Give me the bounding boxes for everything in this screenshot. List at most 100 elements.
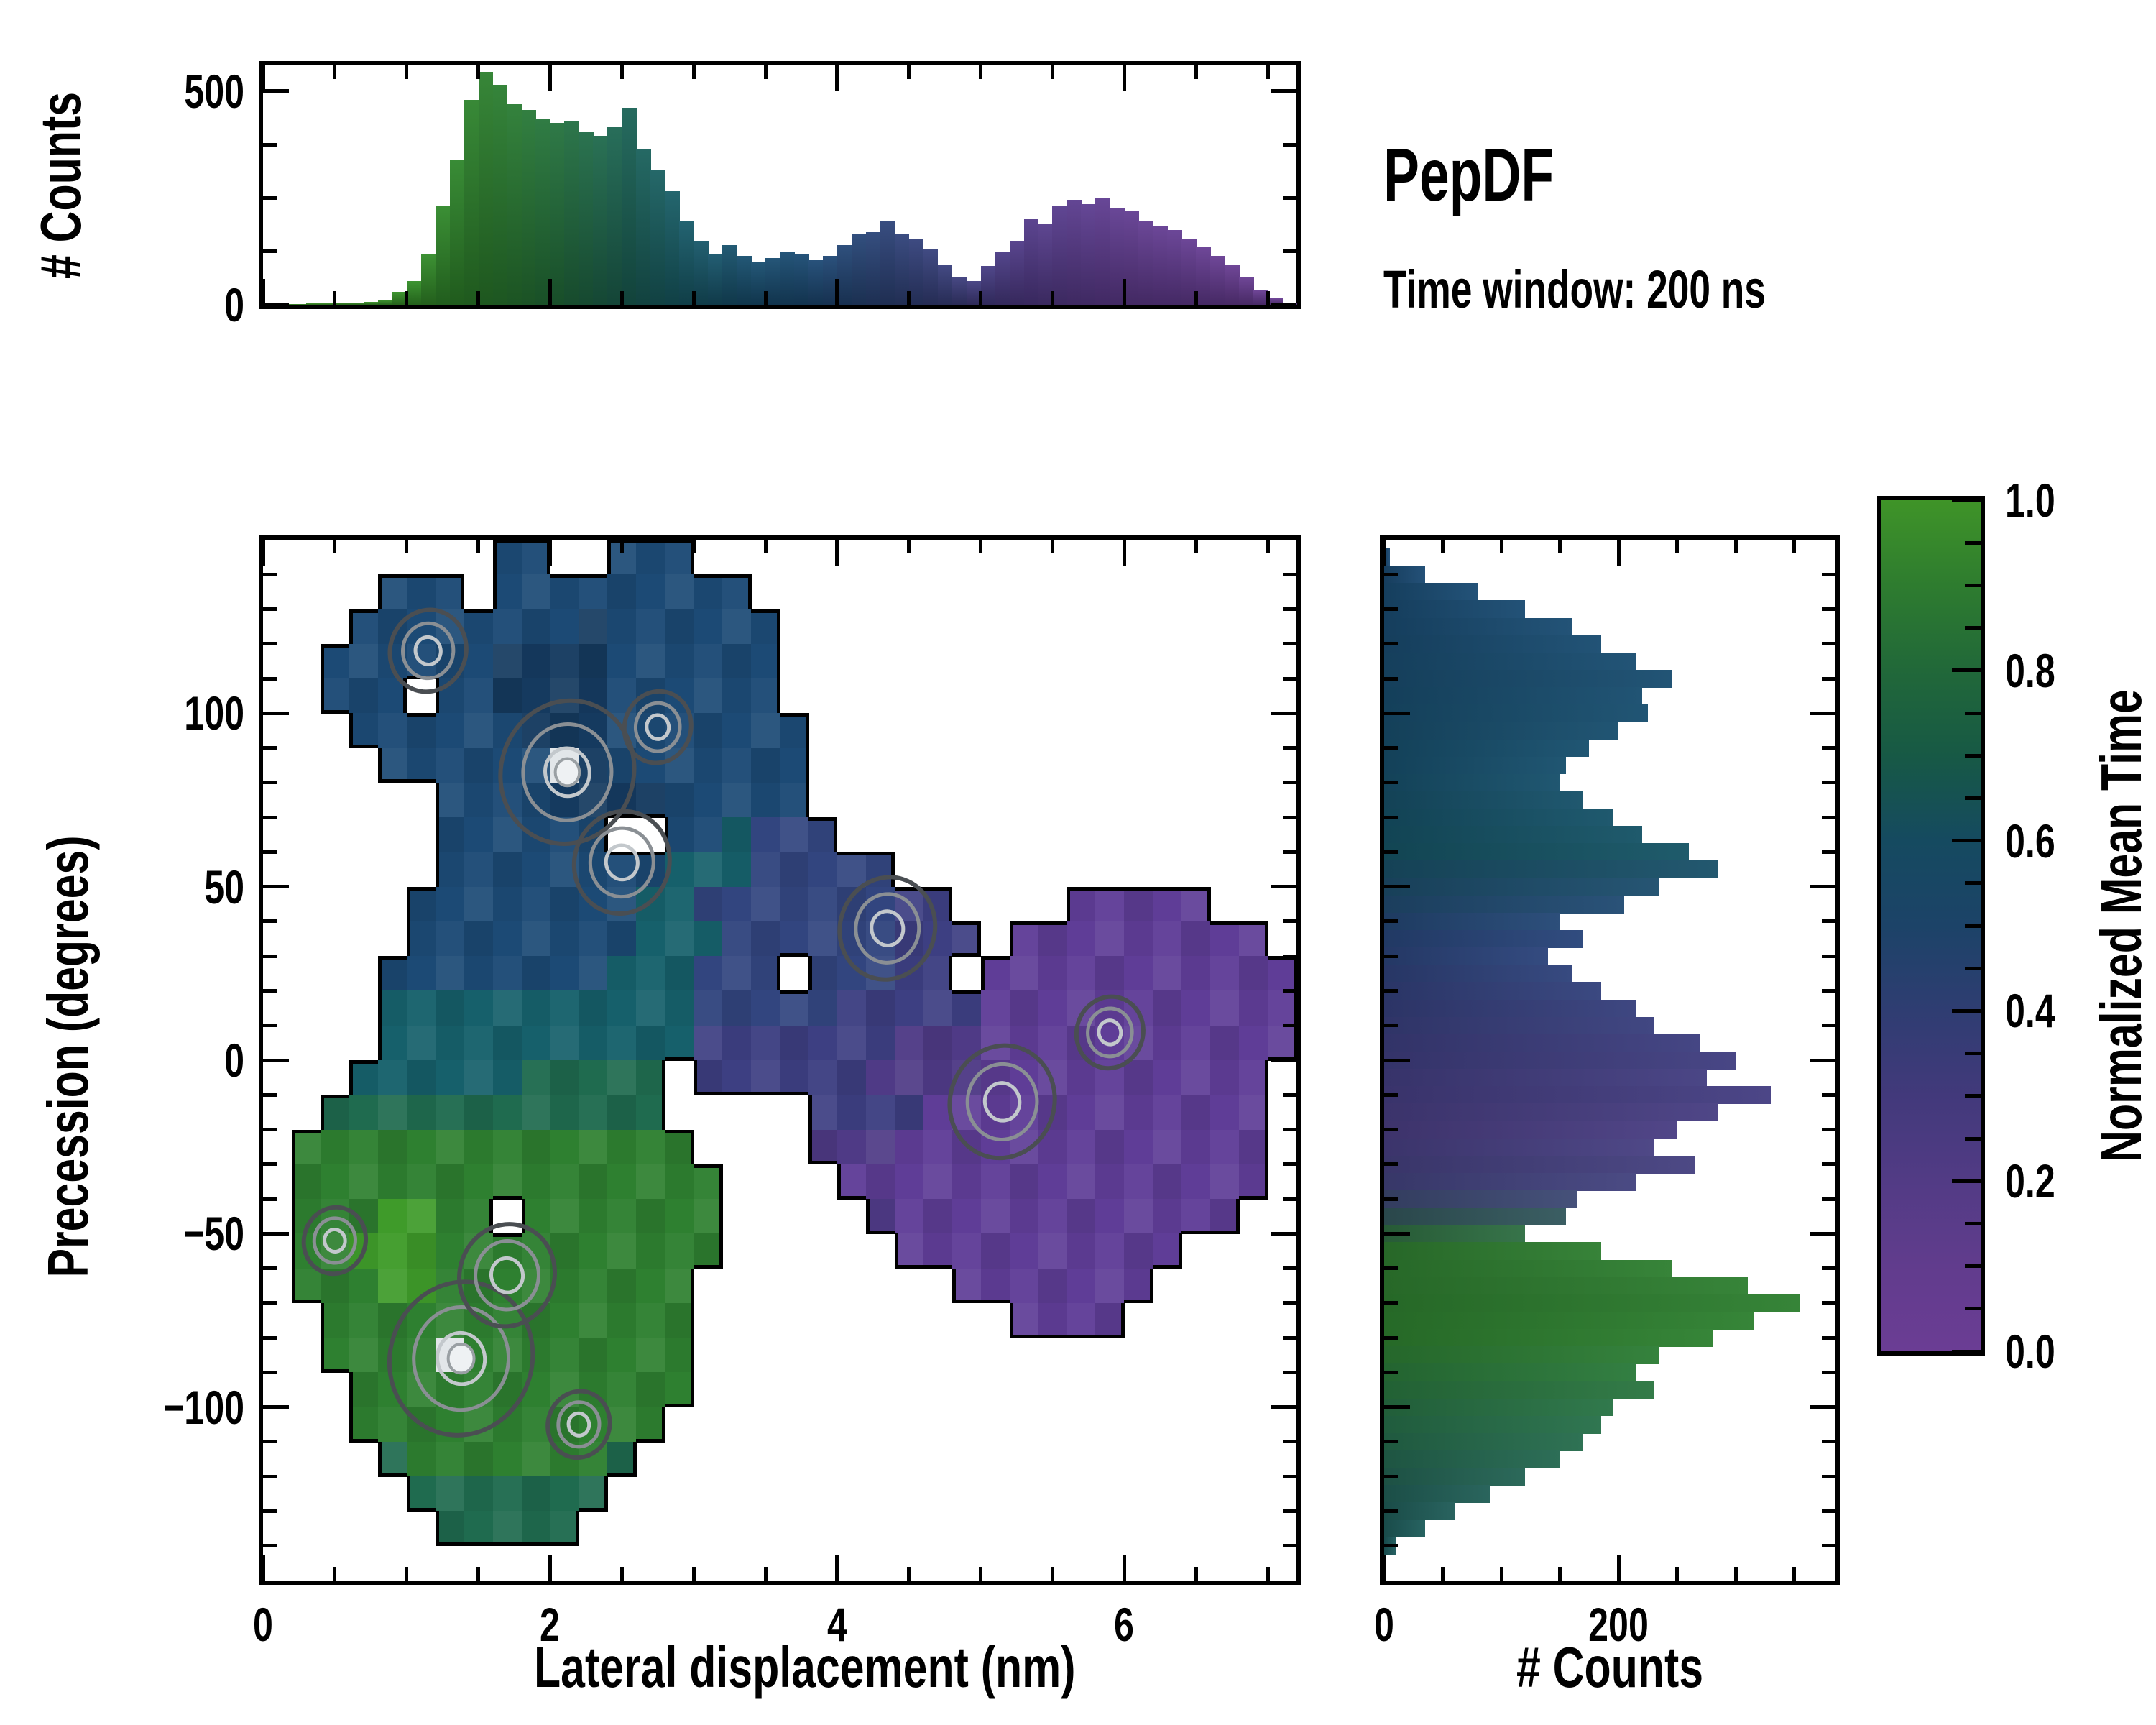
tick-mark xyxy=(1952,498,1981,502)
heatmap-cell xyxy=(377,1164,407,1200)
histogram-bar xyxy=(751,262,766,305)
tick-mark xyxy=(263,711,289,715)
tick-mark xyxy=(907,1567,911,1581)
tick-mark xyxy=(1822,607,1835,612)
heatmap-cell xyxy=(464,921,494,957)
tick-mark xyxy=(1616,1555,1621,1581)
heatmap-cell xyxy=(579,1199,608,1234)
heatmap-cell xyxy=(464,1060,494,1095)
tick-mark xyxy=(1441,1567,1445,1581)
tick-mark xyxy=(835,279,839,305)
histogram-bar xyxy=(1038,224,1054,305)
heatmap-cell xyxy=(694,1233,723,1269)
tick-mark xyxy=(1822,1197,1835,1201)
tick-mark xyxy=(1271,885,1296,889)
contour-ring xyxy=(870,909,906,947)
heatmap-cell xyxy=(636,748,665,783)
heatmap-cell xyxy=(550,1302,579,1338)
tick-mark xyxy=(1384,1544,1398,1548)
heatmap-cell xyxy=(349,609,379,645)
tick-mark xyxy=(263,249,277,254)
histogram-bar xyxy=(1384,687,1642,705)
histogram-bar xyxy=(1138,221,1153,305)
heatmap-cell xyxy=(952,1199,982,1234)
histogram-bar xyxy=(1384,1121,1677,1139)
heatmap-cell xyxy=(665,1129,694,1165)
tick-mark xyxy=(263,142,277,147)
tick-mark xyxy=(1122,540,1126,566)
tick-mark xyxy=(619,1567,624,1581)
histogram-bar xyxy=(1052,206,1068,305)
tick-mark xyxy=(1822,1162,1835,1167)
tick-mark xyxy=(1283,1128,1296,1132)
tick-mark xyxy=(1822,1266,1835,1271)
heatmap-cell xyxy=(464,678,494,714)
heatmap-cell xyxy=(1268,956,1297,992)
tick-label: 0 xyxy=(224,278,244,331)
tick-mark xyxy=(1822,954,1835,958)
tick-mark xyxy=(548,1555,552,1581)
heatmap-cell xyxy=(636,574,665,610)
tick-mark xyxy=(691,291,696,305)
tick-mark xyxy=(1283,1370,1296,1374)
contour-ring xyxy=(387,1279,535,1438)
heatmap-cell xyxy=(607,609,637,645)
histogram-bar xyxy=(679,221,694,305)
histogram-bar xyxy=(435,206,451,305)
heatmap-cell xyxy=(1181,886,1211,922)
histogram-bar xyxy=(822,255,838,305)
heatmap-cell xyxy=(521,921,551,957)
tick-mark xyxy=(1965,966,1981,970)
hotspot-core xyxy=(553,757,581,788)
heatmap-cell xyxy=(865,1060,895,1095)
contour-overlay xyxy=(301,607,1146,1460)
heatmap-cell xyxy=(377,1407,407,1443)
heatmap-cell xyxy=(406,921,436,957)
heatmap-cell xyxy=(694,609,723,645)
heatmap-cell xyxy=(349,1129,379,1165)
histogram-bar xyxy=(579,132,594,305)
tick-mark xyxy=(1050,1567,1054,1581)
heatmap-cell xyxy=(952,990,982,1026)
histogram-bar xyxy=(722,244,737,305)
heatmap-cell xyxy=(406,1338,436,1373)
tick-label: 0.4 xyxy=(2005,984,2055,1038)
heatmap-cell xyxy=(435,817,465,852)
contour-ring xyxy=(401,621,456,681)
tick-mark xyxy=(1283,781,1296,785)
tick-mark xyxy=(1733,540,1738,553)
heatmap-cell xyxy=(406,990,436,1026)
heatmap-cell xyxy=(1124,886,1153,922)
heatmap-cell xyxy=(492,540,522,575)
heatmap-cell xyxy=(492,852,522,888)
tick-mark xyxy=(263,1162,277,1167)
heatmap-cell xyxy=(1153,1095,1182,1131)
heatmap-cell xyxy=(722,609,752,645)
histogram-bar xyxy=(980,266,996,305)
heatmap-cell xyxy=(1210,1060,1240,1095)
heatmap-cell xyxy=(579,921,608,957)
heatmap-cell xyxy=(837,1025,867,1061)
heatmap-cell xyxy=(636,1199,665,1234)
right-histogram-x-axis-label: # Counts xyxy=(1516,1635,1704,1699)
heatmap-cell xyxy=(521,886,551,922)
heatmap-cell xyxy=(1095,1129,1125,1165)
heatmap-cell xyxy=(1095,1199,1125,1234)
heatmap-cell xyxy=(980,990,1010,1026)
heatmap-cell xyxy=(636,956,665,992)
heatmap-cell xyxy=(464,1476,494,1512)
heatmap-cell xyxy=(751,990,780,1026)
right-histogram-panel xyxy=(1380,535,1840,1585)
histogram-bar xyxy=(1384,739,1590,758)
tick-mark xyxy=(263,1266,277,1271)
heatmap-cell xyxy=(1038,1164,1068,1200)
heatmap-cell xyxy=(665,574,694,610)
histogram-bar xyxy=(1384,670,1672,688)
tick-mark xyxy=(1965,1307,1981,1311)
tick-mark xyxy=(1558,540,1562,553)
heatmap-cell xyxy=(1067,1302,1096,1338)
histogram-bar xyxy=(392,292,407,305)
heatmap-cell xyxy=(1210,1095,1240,1131)
heatmap-cell xyxy=(780,886,809,922)
heatmap-cell xyxy=(320,1338,350,1373)
